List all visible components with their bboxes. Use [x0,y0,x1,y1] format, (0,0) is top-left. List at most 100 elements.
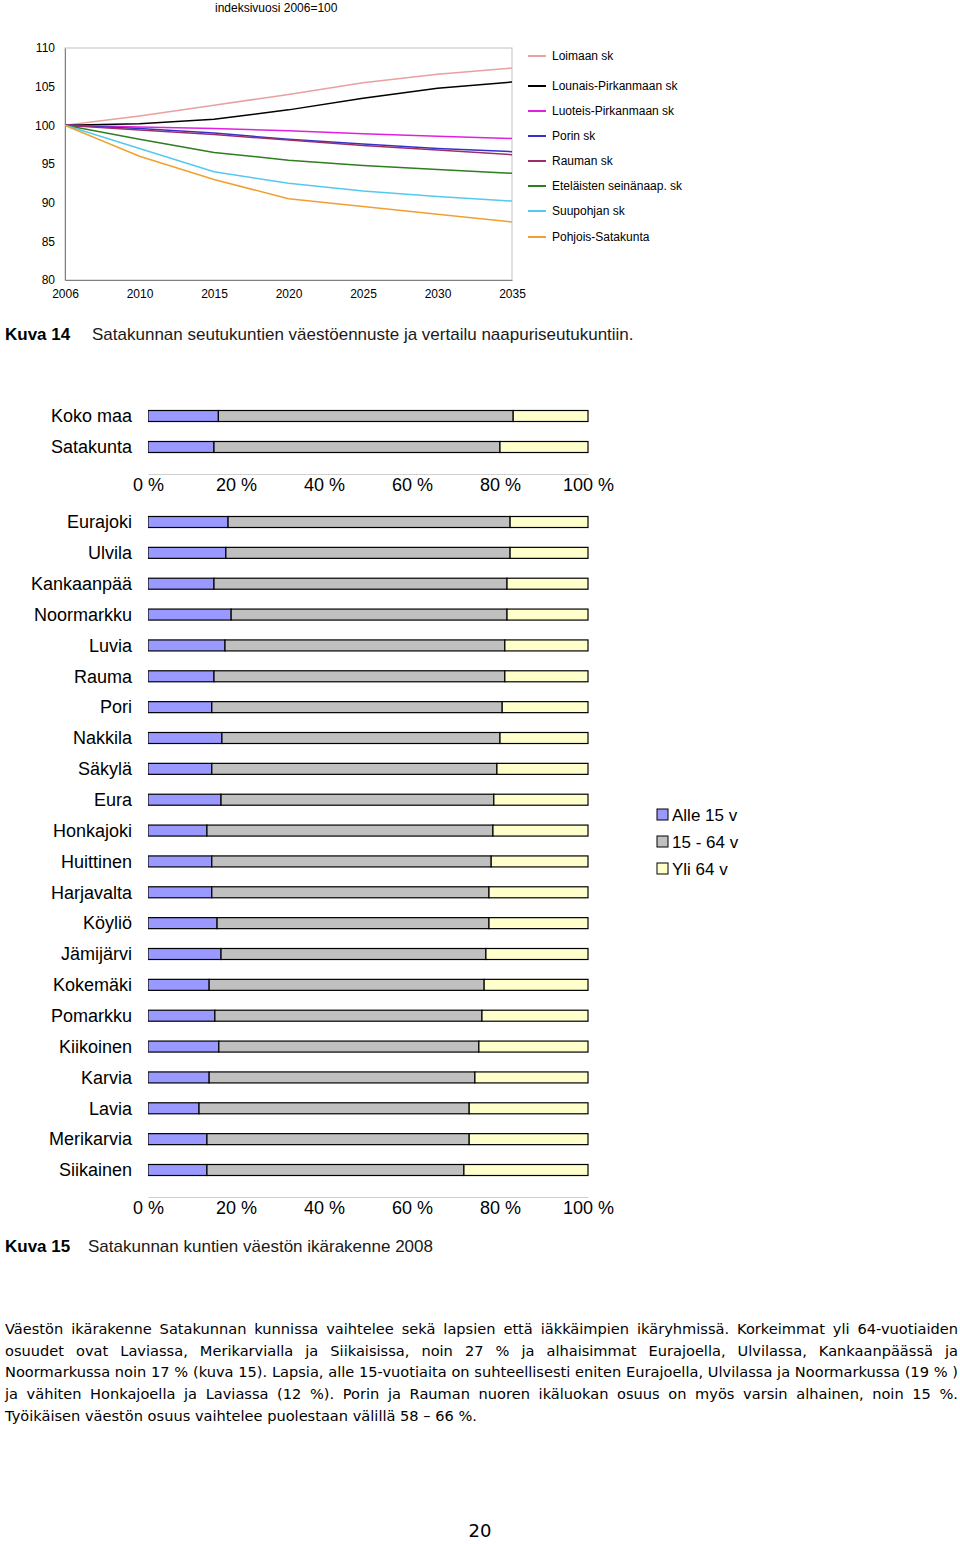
figure-label: Kuva 15 [5,1237,70,1256]
bar-segment [148,547,226,558]
x-tick-label: 20 % [216,1198,257,1218]
x-tick: 60 % [392,1197,433,1218]
legend-label: Porin sk [552,129,596,143]
bar-segment [228,517,510,528]
bar-segment [148,442,214,453]
category-tick: Huittinen [61,852,140,872]
bar-segment [486,949,588,960]
bar-segment [505,640,588,651]
x-tick-label: 80 % [480,1198,521,1218]
category-tick: Koko maa [51,406,140,426]
y-tick-label: 80 [42,273,56,287]
category-label: Pori [100,697,132,717]
bar-segment [502,702,588,713]
bar-segment [218,411,513,422]
series-line [65,125,512,201]
x-tick-label: 2020 [276,287,303,301]
legend-swatch [657,863,668,874]
legend-entry: Pohjois-Satakunta [528,230,650,244]
y-axis: 80859095100105110 [35,41,66,287]
legend-entry: Alle 15 v [657,806,738,825]
x-axis: 2006201020152020202520302035 [52,280,526,301]
legend: Loimaan sk Lounais-Pirkanmaan sk Luoteis-P… [528,49,683,244]
legend-swatch [528,55,546,57]
bar-segment [469,1103,588,1114]
legend-entry: 15 - 64 v [657,833,739,852]
bar-segment [214,442,500,453]
bar-segment [148,411,218,422]
bar-segment [148,1134,207,1145]
x-tick-label: 60 % [392,475,433,495]
x-tick: 80 % [480,1197,521,1218]
category-tick: Ulvila [88,543,140,563]
bar-segment [222,733,500,744]
bar-segment [148,671,214,682]
bar-segment [507,578,588,589]
bar-segment [505,671,588,682]
category-tick: Lavia [89,1099,140,1119]
bar-segment [209,1072,475,1083]
bar-segment [491,856,588,867]
bar-segment [494,794,588,805]
x-tick-label: 2010 [127,287,154,301]
x-tick-label: 40 % [304,1198,345,1218]
y-tick: 105 [35,80,65,94]
x-tick: 2030 [425,280,452,301]
category-label: Siikainen [59,1160,132,1180]
bar-segment [148,918,217,929]
x-tick: 40 % [304,1197,345,1218]
category-tick: Kankaanpää [31,574,140,594]
bar-segment [207,1165,464,1176]
category-label: Huittinen [61,852,132,872]
x-tick-label: 40 % [304,475,345,495]
legend-label: Yli 64 v [672,860,728,879]
series-line [65,125,512,222]
category-label: Kokemäki [53,975,132,995]
category-tick: Jämijärvi [61,944,140,964]
bar-segment [469,1134,588,1145]
bar-segment [207,1134,469,1145]
bar-segment [148,702,212,713]
series-line [65,125,512,138]
legend-swatch [528,160,546,162]
bar-segment [507,609,588,620]
category-label: Harjavalta [51,883,133,903]
legend-entry: Loimaan sk [528,49,614,63]
legend-swatch [528,110,546,112]
legend-entry: Lounais-Pirkanmaan sk [528,79,678,93]
x-tick-label: 2025 [350,287,377,301]
x-tick: 100 % [563,474,614,495]
bar-segment [148,856,212,867]
bar-chart: EurajokiUlvilaKankaanpääNoormarkkuLuviaR… [31,512,739,1218]
category-label: Kankaanpää [31,574,133,594]
bar-segment [484,979,588,990]
series-line [65,125,512,173]
x-tick-label: 2015 [201,287,228,301]
x-tick: 40 % [304,474,345,495]
x-tick-label: 100 % [563,1198,614,1218]
category-tick: Karvia [81,1068,140,1088]
bar-segment [489,887,588,898]
bar-segment [209,979,484,990]
category-label: Köyliö [83,913,132,933]
bar-segment [464,1165,588,1176]
bar-segment [231,609,507,620]
category-tick: Harjavalta [51,883,140,903]
bar-segment [219,1041,479,1052]
bar-segment [489,918,588,929]
bar-segment [479,1041,588,1052]
category-tick: Pori [100,697,140,717]
x-axis-line [149,1197,589,1198]
legend-label: Suupohjan sk [552,204,626,218]
legend-entry: Rauman sk [528,154,614,168]
category-label: Eurajoki [67,512,132,532]
legend-entry: Luoteis-Pirkanmaan sk [528,104,675,118]
bar-chart: Koko maaSatakunta0 %20 %40 %60 %80 %100 … [51,406,614,495]
x-tick-label: 20 % [216,475,257,495]
y-tick-label: 85 [42,235,56,249]
x-tick: 2006 [52,280,79,301]
charts-canvas: 8085909510010511020062010201520202025203… [0,0,960,1300]
y-tick: 90 [42,196,65,210]
bar-segment [148,1165,207,1176]
legend-label: Luoteis-Pirkanmaan sk [552,104,675,118]
